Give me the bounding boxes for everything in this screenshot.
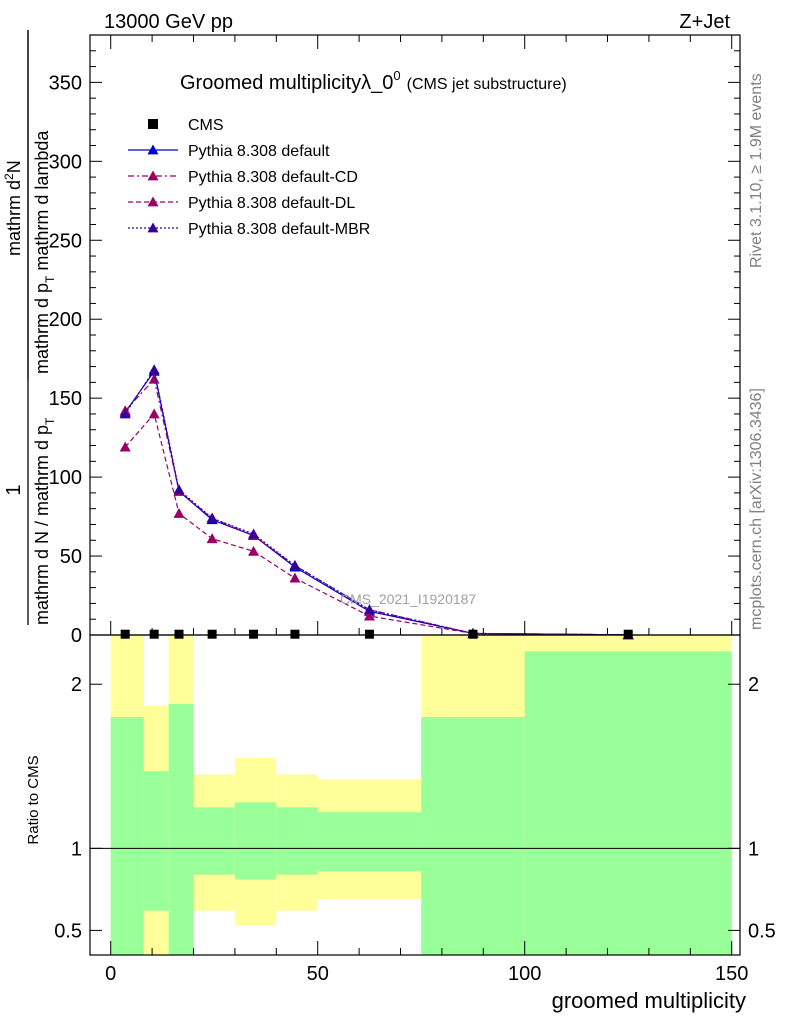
series-2-point-0 [119, 441, 131, 452]
y-tick-label-200: 200 [49, 309, 82, 331]
series-3-point-6 [363, 604, 375, 615]
ratio-band-green-6 [317, 812, 422, 872]
series-2-point-3 [206, 533, 218, 544]
series-3-point-2 [173, 484, 185, 495]
cms-point-5 [290, 629, 300, 639]
series-line-2 [124, 412, 629, 636]
ratio-band-green-7 [421, 717, 525, 955]
cms-point-7 [468, 629, 478, 639]
ratio-tick-label-1: 1 [71, 838, 82, 860]
legend-marker-0 [147, 144, 159, 155]
legend-label-1: Pythia 8.308 default-CD [188, 169, 358, 186]
ratio-tick-label-2: 2 [71, 674, 82, 696]
series-2-point-5 [289, 572, 301, 583]
legend-label-cms: CMS [188, 117, 224, 134]
x-tick-label-0: 0 [105, 963, 116, 985]
ylabel-inner-numerator: mathrm d2N [2, 160, 24, 256]
legend-label-2: Pythia 8.308 default-DL [188, 195, 355, 212]
main-ylabel: 1 mathrm d N / mathrm d pT mathrm d2N ma… [2, 30, 57, 625]
series-3-point-5 [289, 560, 301, 570]
axes: 0 50 100 150 200 250 300 350 0.5 0.5 1 1 2 2 0 50 100 150 [49, 35, 776, 985]
legend-marker-1 [147, 170, 159, 181]
ratio-tick-label-right-2: 2 [748, 674, 759, 696]
ratio-tick-label-0.5: 0.5 [54, 920, 82, 942]
ratio-tick-label-right-0.5: 0.5 [748, 920, 776, 942]
series-3-point-1 [148, 364, 160, 375]
ratio-frame [89, 634, 741, 956]
header-left: 13000 GeV pp [104, 11, 233, 33]
legend-marker-2 [147, 196, 159, 207]
rivet-version-label: Rivet 3.1.10, ≥ 1.9M events [748, 73, 765, 268]
legend-label-3: Pythia 8.308 default-MBR [188, 221, 370, 238]
y-tick-label-150: 150 [49, 388, 82, 410]
cms-point-2 [174, 629, 184, 639]
y-tick-label-300: 300 [49, 151, 82, 173]
legend-label-0: Pythia 8.308 default [188, 143, 330, 160]
series-3-point-4 [248, 528, 260, 539]
y-tick-label-100: 100 [49, 467, 82, 489]
cms-point-4 [249, 629, 259, 639]
series-2-point-1 [148, 408, 160, 419]
ylabel-top-numerator: 1 [3, 484, 25, 495]
y-tick-label-0: 0 [71, 625, 82, 647]
ratio-band-green-2 [168, 703, 194, 955]
x-tick-label-50: 50 [307, 963, 329, 985]
series-line-3 [124, 368, 629, 636]
ratio-band-green-4 [234, 802, 277, 880]
ylabel-top-denominator: mathrm d N / mathrm d pT [32, 417, 57, 625]
series-3-point-0 [119, 408, 131, 419]
series-2-point-2 [173, 507, 185, 518]
y-tick-label-50: 50 [60, 546, 82, 568]
series-2-point-6 [363, 610, 375, 621]
analysis-watermark: CMS_2021_I1920187 [340, 591, 476, 607]
ylabel-inner-denominator: mathrm d pT mathrm d lambda [32, 130, 57, 374]
plot-title: Groomed multiplicityλ_00(CMS jet substru… [180, 68, 567, 94]
ratio-tick-label-right-1: 1 [748, 838, 759, 860]
legend-marker-cms [148, 119, 158, 129]
cms-point-6 [364, 629, 374, 639]
ratio-band-green-0 [110, 717, 144, 955]
cms-data [120, 629, 633, 639]
mcplots-label: mcplots.cern.ch [arXiv:1306.3436] [748, 388, 765, 630]
main-plot-area [119, 364, 634, 640]
header-right: Z+Jet [679, 11, 730, 33]
series-3-point-3 [206, 512, 218, 523]
x-tick-label-150: 150 [715, 963, 748, 985]
y-tick-label-250: 250 [49, 230, 82, 252]
y-tick-label-350: 350 [49, 72, 82, 94]
x-tick-label-100: 100 [508, 963, 541, 985]
ratio-band-green-3 [193, 807, 235, 875]
cms-point-0 [120, 629, 130, 639]
ratio-bands [110, 635, 732, 955]
series-2-point-4 [248, 545, 260, 556]
ratio-band-green-1 [143, 771, 169, 911]
cms-point-8 [623, 629, 633, 639]
cms-point-1 [149, 629, 159, 639]
cms-point-3 [207, 629, 217, 639]
ratio-band-green-5 [276, 807, 318, 875]
ratio-band-green-8 [524, 651, 732, 955]
legend-marker-3 [147, 222, 159, 233]
ratio-ylabel: Ratio to CMS [25, 755, 42, 844]
legend: CMS Pythia 8.308 default Pythia 8.308 defa… [128, 117, 370, 238]
xlabel: groomed multiplicity [552, 988, 746, 1013]
